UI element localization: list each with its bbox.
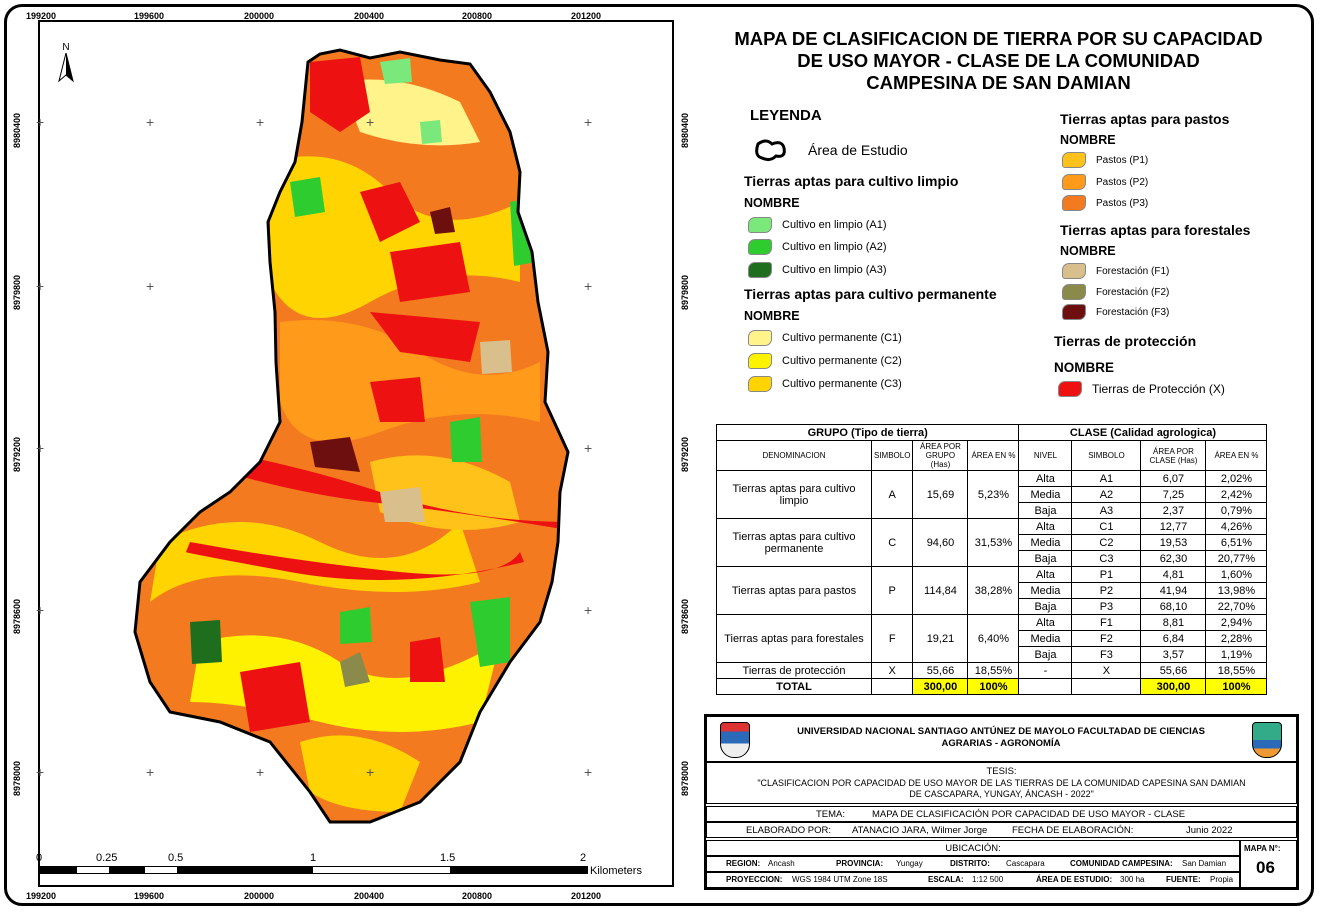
col-header: DENOMINACION — [716, 440, 872, 471]
legend-nombre: NOMBRE — [744, 309, 800, 323]
faculty-logo-icon — [1252, 722, 1282, 758]
table-row: Baja A3 2,37 0,79% — [717, 502, 1268, 519]
swatch-icon — [748, 330, 772, 346]
summary-table: GRUPO (Tipo de tierra) CLASE (Calidad ag… — [715, 424, 1268, 695]
grid-cross: + — [584, 278, 593, 294]
swatch-icon — [748, 376, 772, 392]
university-logo-icon — [720, 722, 750, 758]
map-title: MAPA DE CLASIFICACION DE TIERRA POR SU C… — [734, 28, 1263, 93]
legend-item: Cultivo permanente (C2) — [748, 353, 902, 369]
legend-nombre: NOMBRE — [1060, 133, 1116, 147]
swatch-icon — [1058, 381, 1082, 397]
swatch-icon — [1062, 304, 1086, 320]
swatch-icon — [1062, 284, 1086, 300]
swatch-icon — [1062, 152, 1086, 168]
col-header: ÁREA POR GRUPO (Has) — [912, 440, 969, 471]
legend-group-title: Tierras aptas para pastos — [1060, 111, 1230, 127]
legend-item: Forestación (F3) — [1062, 304, 1169, 320]
grid-cross: + — [366, 114, 375, 130]
col-header: ÁREA EN % — [967, 440, 1020, 471]
legend-item: Pastos (P3) — [1062, 195, 1148, 211]
grid-cross: + — [36, 602, 45, 618]
page-frame — [4, 4, 1314, 906]
legend-item: Cultivo en limpio (A2) — [748, 239, 887, 255]
grid-cross: + — [36, 278, 45, 294]
col-header: ÁREA EN % — [1205, 440, 1268, 471]
table-row: Tierras aptas para cultivo limpio A 15,69 5… — [716, 470, 1268, 519]
swatch-icon — [1062, 174, 1086, 190]
north-arrow-icon: N — [56, 42, 76, 83]
legend-study-area: Área de Estudio — [752, 138, 908, 162]
grid-cross: + — [36, 440, 45, 456]
grid-cross: + — [36, 114, 45, 130]
legend-item: Forestación (F2) — [1062, 284, 1169, 300]
map-polygon[interactable] — [40, 22, 672, 885]
swatch-icon — [748, 217, 772, 233]
legend-item: Cultivo en limpio (A3) — [748, 262, 887, 278]
table-row: Tierras aptas para pastos P 114,84 38,28% Al… — [716, 566, 1268, 615]
grid-cross: + — [366, 764, 375, 780]
swatch-icon — [1062, 263, 1086, 279]
grid-cross: + — [146, 114, 155, 130]
legend-heading: LEYENDA — [750, 107, 822, 124]
study-area-icon — [755, 139, 786, 162]
legend-item: Cultivo permanente (C1) — [748, 330, 902, 346]
scale-bar: 0 0.25 0.5 1 1.5 2 Kilometers — [36, 852, 642, 877]
swatch-icon — [748, 239, 772, 255]
table-row: Media P2 41,94 13,98% — [717, 582, 1268, 599]
swatch-icon — [748, 353, 772, 369]
table-total-row: TOTAL 300,00 100% 300,00 100% — [716, 678, 1268, 695]
swatch-icon — [748, 262, 772, 278]
legend-item: Forestación (F1) — [1062, 263, 1169, 279]
legend-item: Tierras de Protección (X) — [1058, 381, 1225, 397]
grid-cross: + — [584, 440, 593, 456]
legend-group-title: Tierras aptas para forestales — [1060, 222, 1251, 238]
legend-group-title: Tierras aptas para cultivo permanente — [744, 286, 997, 302]
col-header: ÁREA POR CLASE (Has) — [1140, 440, 1207, 471]
grid-cross: + — [584, 764, 593, 780]
table-row: Tierras de protección X 55,66 18,55% - X 55,66… — [716, 662, 1268, 679]
legend-group-title: Tierras de protección — [1054, 333, 1197, 349]
col-header: NIVEL — [1018, 440, 1073, 471]
table-row: Tierras aptas para forestales F 19,21 6,40%… — [716, 614, 1268, 663]
grid-cross: + — [584, 602, 593, 618]
grid-cross: + — [36, 764, 45, 780]
col-header: SIMBOLO — [1071, 440, 1142, 471]
legend-nombre: NOMBRE — [1054, 360, 1114, 375]
info-block: UNIVERSIDAD NACIONAL SANTIAGO ANTÚNEZ DE… — [704, 714, 1299, 890]
map-frame: N + + + + + + + + + + + + + + + + + 0 0.… — [36, 20, 674, 887]
table-row: Baja C3 62,30 20,77% — [717, 550, 1268, 567]
legend-nombre: NOMBRE — [1060, 244, 1116, 258]
table-group-header: GRUPO (Tipo de tierra) — [715, 424, 1020, 441]
col-header: SIMBOLO — [870, 440, 914, 471]
legend-item: Cultivo en limpio (A1) — [748, 217, 887, 233]
swatch-icon — [1062, 195, 1086, 211]
table-row: Media C2 19,53 6,51% — [717, 534, 1268, 551]
table-row: Tierras aptas para cultivo permanente C 94… — [716, 518, 1268, 567]
grid-cross: + — [256, 764, 265, 780]
legend-item: Cultivo permanente (C3) — [748, 376, 902, 392]
grid-cross: + — [584, 114, 593, 130]
table-row: Baja P3 68,10 22,70% — [717, 598, 1268, 615]
legend-group-title: Tierras aptas para cultivo limpio — [744, 173, 959, 189]
grid-cross: + — [146, 764, 155, 780]
legend-item: Pastos (P1) — [1062, 152, 1148, 168]
table-class-header: CLASE (Calidad agrologica) — [1018, 424, 1268, 441]
grid-cross: + — [256, 114, 265, 130]
legend-item: Pastos (P2) — [1062, 174, 1148, 190]
grid-cross: + — [146, 278, 155, 294]
legend-nombre: NOMBRE — [744, 196, 800, 210]
